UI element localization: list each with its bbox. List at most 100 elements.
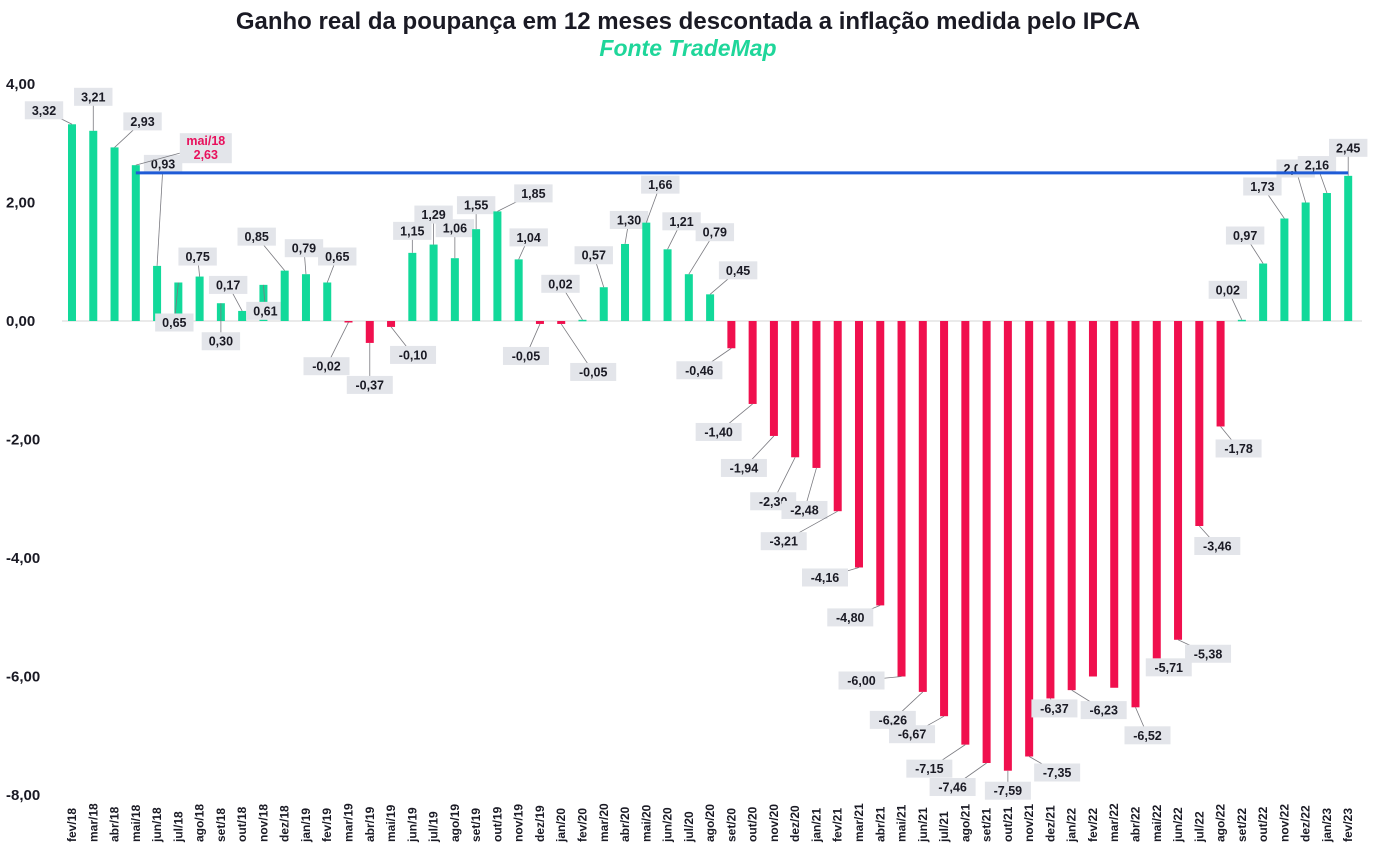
- bar-dez-22: [1301, 202, 1310, 321]
- x-tick-label: jul/18: [171, 811, 185, 843]
- data-label-box: [456, 196, 496, 215]
- x-tick-label: mar/22: [1107, 803, 1121, 842]
- bar-mar-22: [1110, 321, 1119, 688]
- data-label: -0,05: [579, 365, 608, 379]
- x-tick-label: fev/21: [831, 808, 845, 842]
- x-tick-label: nov/19: [512, 804, 526, 842]
- bar-fev-22: [1088, 321, 1097, 677]
- x-tick-label: jul/22: [1192, 811, 1206, 843]
- data-label: 0,79: [703, 226, 727, 240]
- data-label: -0,02: [312, 360, 341, 374]
- x-tick-label: fev/19: [320, 808, 334, 842]
- bar-fev-23: [1344, 175, 1353, 321]
- data-label: 0,65: [325, 250, 349, 264]
- data-label: 2,16: [1305, 159, 1329, 173]
- data-label-box: [801, 568, 848, 587]
- data-label: 0,57: [582, 249, 606, 263]
- bar-fev-21: [833, 321, 842, 512]
- x-tick-label: nov/18: [256, 804, 270, 842]
- bar-ago-22: [1216, 321, 1225, 427]
- x-tick-label: set/21: [980, 808, 994, 842]
- highlight-category-label: mai/18: [186, 134, 225, 148]
- x-tick-label: mar/20: [597, 803, 611, 842]
- data-label-box: [929, 778, 976, 797]
- data-label: 1,55: [464, 199, 488, 213]
- bar-jan-19: [301, 274, 310, 321]
- y-tick-label: 0,00: [6, 313, 35, 330]
- bar-jan-21: [812, 321, 821, 468]
- data-label-box: [838, 671, 885, 690]
- x-tick-label: jan/22: [1065, 808, 1079, 843]
- bar-mai-21: [897, 321, 906, 677]
- data-label-box: [676, 361, 723, 380]
- data-label-box: [1080, 701, 1127, 720]
- bar-dez-21: [1046, 321, 1055, 699]
- data-label-box: [155, 313, 194, 332]
- data-label-box: [178, 247, 217, 266]
- data-label: 0,02: [1216, 283, 1240, 297]
- data-label-box: [414, 205, 453, 224]
- bar-mai-20: [642, 222, 651, 321]
- label-leader-line: [156, 163, 164, 266]
- x-tick-label: fev/23: [1341, 808, 1355, 842]
- highlight-value-label: 2,63: [194, 148, 218, 162]
- data-label: -6,67: [898, 728, 927, 742]
- data-label-box: [541, 274, 580, 293]
- bar-jun-18: [153, 265, 162, 321]
- x-tick-label: mai/21: [895, 804, 909, 842]
- x-tick-label: jul/21: [937, 811, 951, 843]
- data-label: -7,46: [938, 781, 967, 795]
- bar-jul-22: [1195, 321, 1204, 527]
- data-label-box: [509, 228, 548, 247]
- x-tick-label: fev/20: [575, 808, 589, 842]
- x-tick-label: mai/22: [1150, 804, 1164, 842]
- x-tick-label: set/19: [469, 808, 483, 842]
- x-tick-label: dez/20: [788, 805, 802, 842]
- data-label: -2,30: [759, 495, 788, 509]
- data-label: 2,45: [1336, 141, 1360, 155]
- bar-abr-20: [621, 243, 630, 321]
- bar-mai-22: [1152, 321, 1161, 660]
- data-label: 0,93: [151, 157, 175, 171]
- x-tick-label: mai/18: [129, 804, 143, 842]
- data-label: 1,04: [516, 231, 540, 245]
- data-label: -7,59: [994, 784, 1023, 798]
- x-tick-label: out/19: [490, 806, 504, 842]
- data-label-box: [720, 458, 767, 477]
- data-label-box: [760, 532, 807, 551]
- y-tick-label: -2,00: [6, 432, 40, 449]
- x-tick-label: jan/21: [809, 808, 823, 843]
- data-label-box: [24, 101, 64, 120]
- data-label-box: [502, 346, 549, 365]
- data-label: 1,06: [443, 222, 467, 236]
- data-label: -1,94: [730, 461, 759, 475]
- x-tick-label: out/20: [746, 806, 760, 842]
- x-tick-label: jan/23: [1320, 808, 1334, 843]
- data-label: -6,00: [847, 674, 876, 688]
- data-label-box: [1145, 658, 1192, 677]
- bar-jan-23: [1322, 193, 1331, 321]
- data-label: 1,29: [421, 208, 445, 222]
- bar-mar-19: [344, 321, 353, 323]
- x-tick-label: abr/21: [873, 806, 887, 842]
- bar-mar-18: [89, 130, 98, 321]
- data-label: -7,15: [915, 762, 944, 776]
- bar-jul-21: [940, 321, 949, 717]
- data-label-box: [201, 332, 241, 351]
- data-label: -6,37: [1040, 702, 1069, 716]
- bar-nov-19: [514, 259, 523, 321]
- data-label-box: [695, 422, 742, 441]
- data-label: -4,16: [811, 571, 840, 585]
- data-label: 0,61: [253, 304, 277, 318]
- data-label-box: [393, 221, 432, 240]
- data-label-box: [1124, 726, 1171, 745]
- x-tick-label: dez/22: [1299, 805, 1313, 842]
- data-label-box: [869, 710, 916, 729]
- bar-out-19: [493, 211, 502, 321]
- x-tick-label: ago/18: [193, 804, 207, 842]
- data-label: 3,32: [32, 104, 56, 118]
- data-label: 0,75: [185, 250, 209, 264]
- x-tick-label: abr/20: [618, 806, 632, 842]
- data-label-box: [390, 345, 437, 364]
- bar-nov-21: [1025, 321, 1034, 757]
